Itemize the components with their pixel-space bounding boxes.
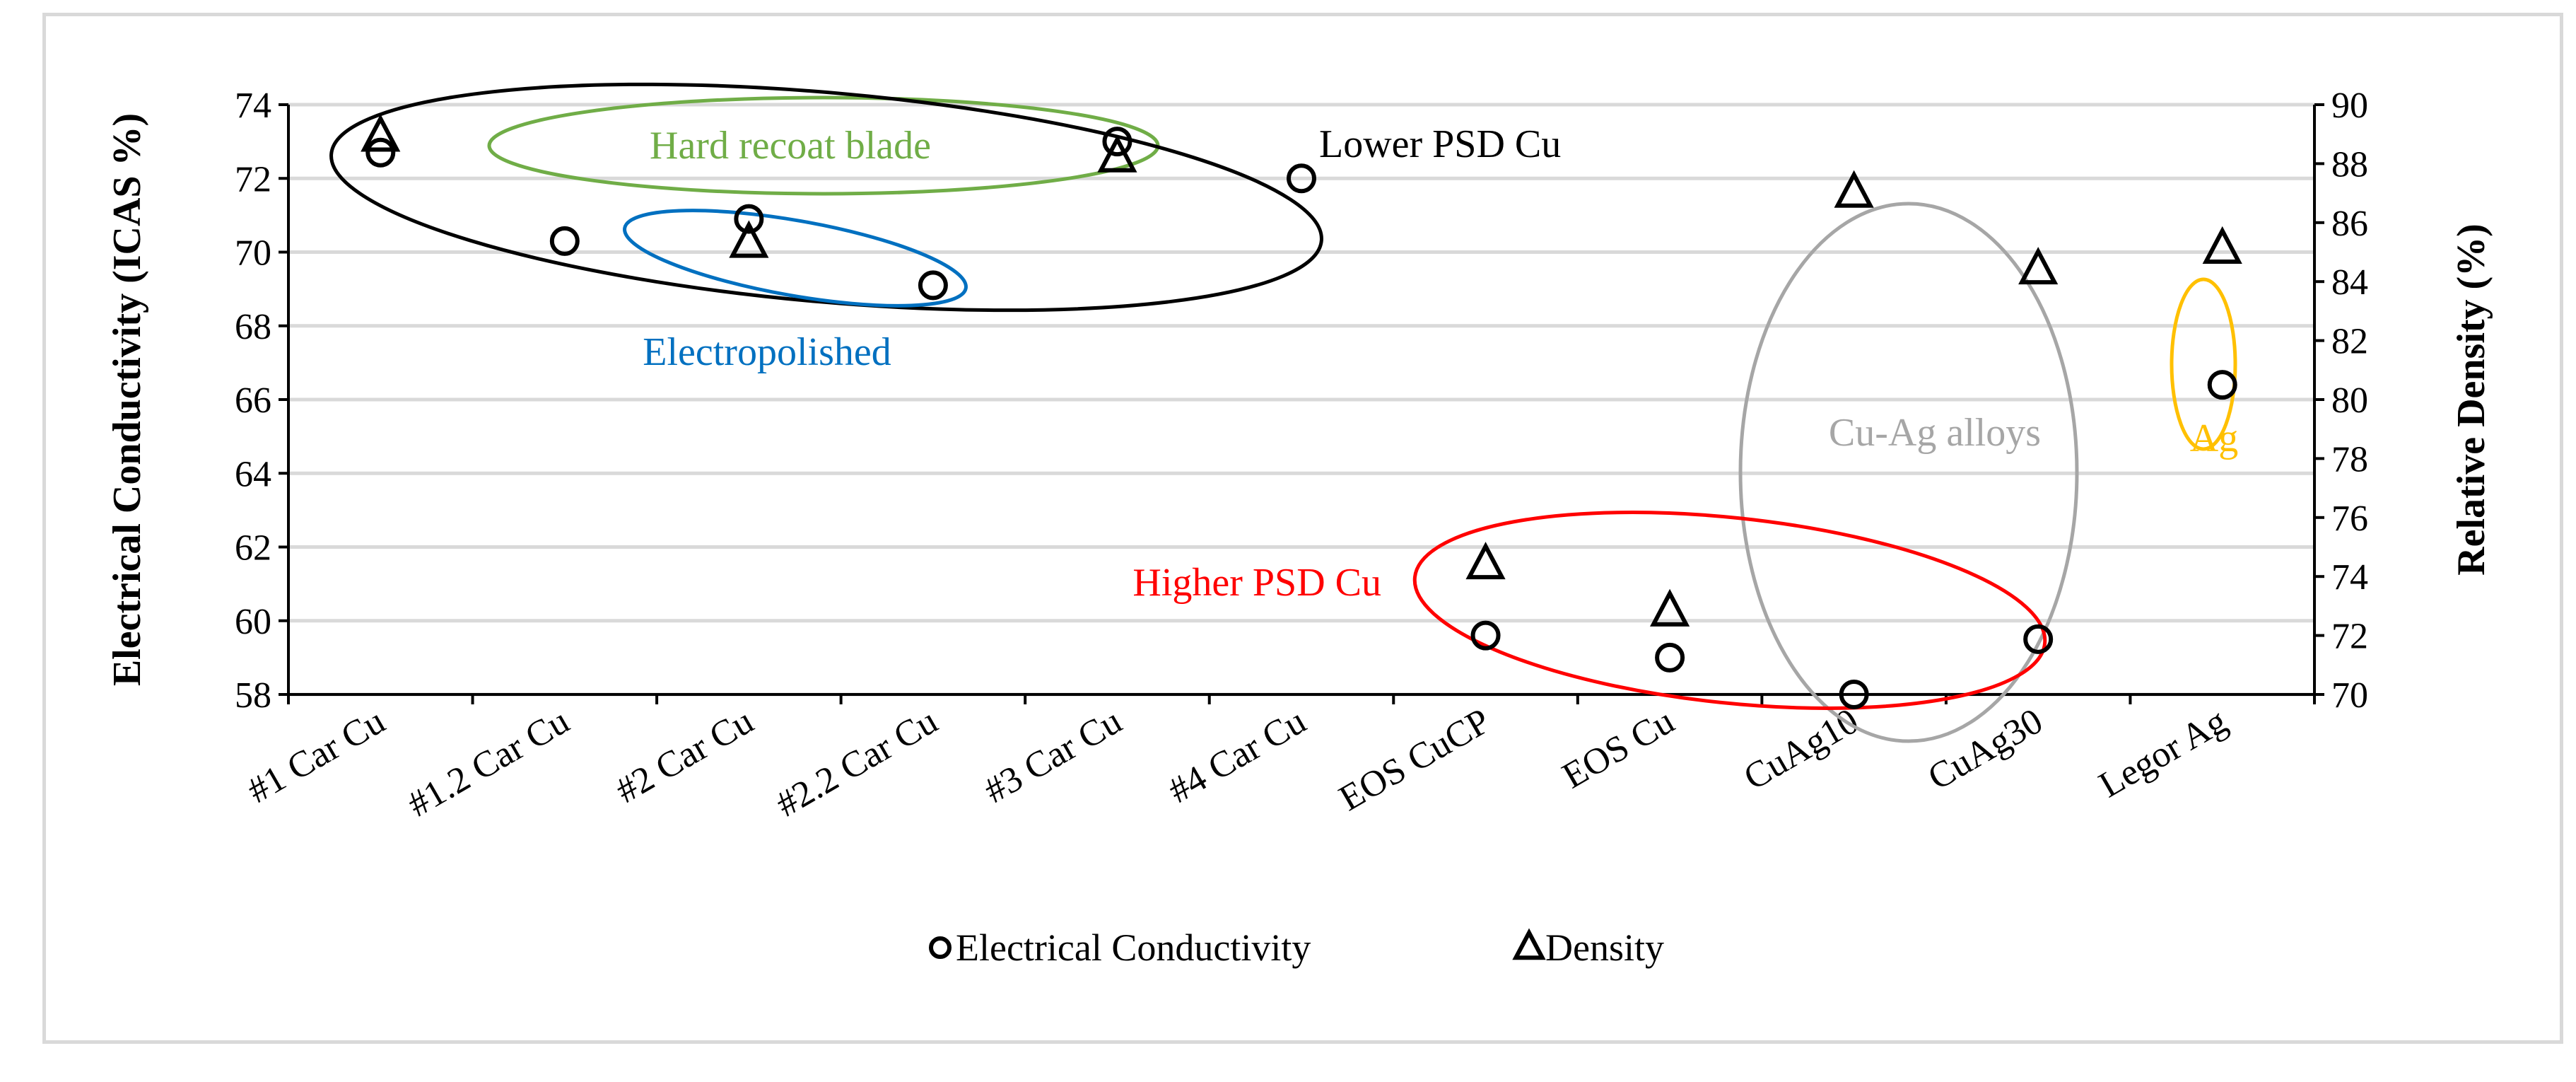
- x-tick-label-cuag30: CuAg30: [1921, 701, 2049, 798]
- left-tick-label-66: 66: [235, 380, 271, 421]
- data-markers: [361, 114, 2242, 709]
- x-tick-label-eos-cucp: EOS CuCP: [1333, 701, 1497, 819]
- right-tick-label-86: 86: [2331, 204, 2368, 244]
- left-tick-label-62: 62: [235, 528, 271, 569]
- annotation-lower-psd-cu: Lower PSD Cu: [1319, 122, 1561, 166]
- left-tick-label-68: 68: [235, 307, 271, 347]
- annotation-ag: Ag: [2190, 417, 2238, 460]
- right-tick-label-82: 82: [2331, 322, 2368, 362]
- conductivity-point-cuag30: [2023, 624, 2054, 654]
- density-point-eos-cucp: [1465, 542, 1506, 580]
- right-tick-label-88: 88: [2331, 144, 2368, 185]
- annotation-ellipses: [329, 82, 2237, 743]
- ellipse-cu-ag-alloys: [1738, 202, 2079, 743]
- legend-triangle-icon: [1512, 928, 1546, 960]
- x-tick-label-2-2-car-cu: #2.2 Car Cu: [770, 701, 944, 825]
- conductivity-point-1-car-cu: [365, 137, 396, 168]
- annotation-hard-recoat-blade: Hard recoat blade: [650, 124, 931, 168]
- right-axis-ticks: 70 72 74 76 78 80 82 84 86 88 90: [2314, 86, 2368, 716]
- x-tick-label-1-2-car-cu: #1.2 Car Cu: [401, 701, 575, 825]
- x-tick-label-4-car-cu: #4 Car Cu: [1161, 701, 1313, 811]
- x-tick-label-1-car-cu: #1 Car Cu: [241, 701, 392, 811]
- conductivity-point-2-2-car-cu: [918, 270, 948, 301]
- density-point-3-car-cu: [1097, 134, 1137, 173]
- annotation-cu-ag-alloys: Cu-Ag alloys: [1829, 411, 2041, 455]
- x-tick-label-2-car-cu: #2 Car Cu: [609, 701, 761, 811]
- annotation-electropolished: Electropolished: [643, 330, 891, 374]
- left-tick-label-72: 72: [235, 159, 271, 199]
- legend-circle-icon: [929, 936, 952, 959]
- left-tick-label-74: 74: [235, 86, 271, 126]
- ellipse-ag: [2170, 277, 2237, 451]
- density-point-legor-ag: [2202, 226, 2242, 264]
- right-tick-label-76: 76: [2331, 499, 2368, 539]
- conductivity-point-cuag10: [1839, 680, 1869, 709]
- left-axis-ticks: 58 60 62 64 66 68 70 72 74: [235, 86, 288, 716]
- conductivity-point-1-2-car-cu: [549, 226, 580, 256]
- left-tick-label-70: 70: [235, 233, 271, 274]
- conductivity-point-legor-ag: [2207, 370, 2237, 400]
- x-tick-label-3-car-cu: #3 Car Cu: [978, 701, 1129, 811]
- right-tick-label-70: 70: [2331, 675, 2368, 716]
- left-tick-label-60: 60: [235, 602, 271, 642]
- legend-label-density: Density: [1545, 926, 1664, 969]
- density-point-eos-cu: [1650, 588, 1690, 627]
- right-tick-label-80: 80: [2331, 380, 2368, 421]
- x-tick-label-legor-ag: Legor Ag: [2092, 701, 2234, 805]
- right-tick-label-74: 74: [2331, 557, 2368, 598]
- right-tick-label-78: 78: [2331, 439, 2368, 479]
- left-tick-label-64: 64: [235, 454, 271, 494]
- density-point-1-car-cu: [361, 114, 401, 152]
- conductivity-point-eos-cucp: [1470, 620, 1501, 651]
- density-point-cuag30: [2018, 247, 2059, 285]
- right-tick-label-84: 84: [2331, 262, 2368, 303]
- ellipse-higher-psd-cu: [1412, 511, 2047, 710]
- density-point-cuag10: [1834, 170, 1874, 208]
- legend: Electrical Conductivity Density: [929, 926, 1664, 969]
- ellipse-electropolished: [623, 209, 968, 308]
- conductivity-point-4-car-cu: [1287, 163, 1316, 194]
- conductivity-point-3-car-cu: [1102, 127, 1132, 157]
- right-tick-label-90: 90: [2331, 86, 2368, 126]
- conductivity-point-2-car-cu: [734, 204, 764, 234]
- legend-label-conductivity: Electrical Conductivity: [956, 926, 1311, 969]
- right-axis-title: Relative Density (%): [2449, 223, 2493, 576]
- left-axis-title: Electrical Conductivity (ICAS %): [105, 113, 149, 686]
- x-axis-ticks: #1 Car Cu #1.2 Car Cu #2 Car Cu #2.2 Car Cu…: [241, 694, 2316, 825]
- chart-frame: [42, 13, 2563, 1044]
- x-tick-label-cuag10: CuAg10: [1737, 701, 1865, 798]
- density-point-2-car-cu: [729, 220, 769, 258]
- conductivity-point-eos-cu: [1655, 642, 1685, 673]
- annotation-higher-psd-cu: Higher PSD Cu: [1132, 561, 1381, 605]
- x-tick-label-eos-cu: EOS Cu: [1556, 701, 1681, 796]
- ellipse-lower-psd-cu: [329, 82, 1323, 313]
- right-tick-label-72: 72: [2331, 617, 2368, 657]
- left-tick-label-58: 58: [235, 675, 271, 716]
